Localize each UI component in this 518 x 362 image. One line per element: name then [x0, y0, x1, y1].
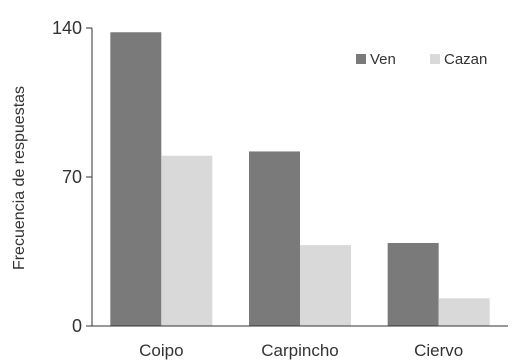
bar-ven-carpincho [249, 151, 300, 326]
x-category-label: Carpincho [261, 341, 339, 360]
x-labels-group: Coipo Carpincho Ciervo [139, 341, 463, 360]
bar-cazan-ciervo [438, 298, 490, 326]
y-tick-label: 140 [52, 18, 82, 38]
y-ticks-group: 0 70 140 [52, 18, 92, 336]
legend-swatch-ven [356, 54, 366, 64]
x-category-label: Coipo [139, 341, 183, 360]
bars-group [110, 32, 490, 326]
legend-swatch-cazan [430, 54, 440, 64]
bar-cazan-coipo [161, 155, 213, 326]
y-tick-label: 70 [62, 167, 82, 187]
y-tick-label: 0 [72, 316, 82, 336]
bar-cazan-carpincho [300, 245, 351, 326]
legend-label-ven: Ven [370, 51, 396, 68]
x-category-label: Ciervo [414, 341, 463, 360]
y-axis-title: Frecuencia de respuestas [11, 86, 28, 270]
legend: Ven Cazan [356, 51, 487, 68]
bar-ven-ciervo [387, 242, 439, 326]
bar-ven-coipo [110, 32, 162, 326]
legend-label-cazan: Cazan [444, 51, 487, 68]
